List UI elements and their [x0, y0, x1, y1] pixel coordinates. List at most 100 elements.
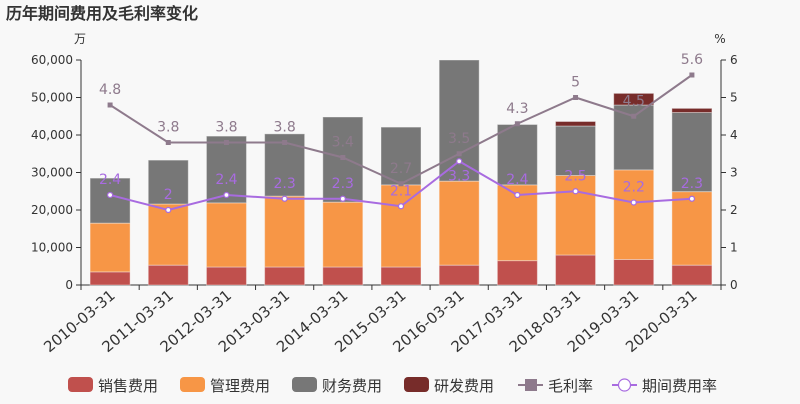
data-label: 4.5	[623, 93, 645, 109]
bar-管理费用	[322, 201, 364, 268]
legend-label: 毛利率	[548, 377, 593, 395]
marker-期间费用率	[165, 206, 172, 214]
marker-毛利率	[456, 151, 462, 157]
bar-财务费用	[555, 125, 597, 176]
bar-销售费用	[322, 266, 364, 286]
left-tick-label: 10,000	[31, 241, 73, 255]
data-label: 3.3	[448, 168, 470, 184]
bar-管理费用	[89, 222, 131, 273]
right-tick-label: 0	[730, 278, 738, 292]
marker-毛利率	[223, 140, 229, 145]
marker-毛利率	[631, 113, 637, 119]
marker-期间费用率	[456, 158, 463, 165]
legend-swatch	[404, 377, 429, 392]
legend-item-毛利率[interactable]: 毛利率	[518, 377, 593, 395]
data-label: 2.7	[390, 161, 412, 177]
left-tick-label: 20,000	[31, 203, 73, 217]
marker-毛利率	[573, 95, 579, 100]
bar-财务费用	[671, 112, 713, 193]
bar-销售费用	[147, 264, 189, 286]
data-label: 3.5	[448, 131, 470, 147]
left-tick-label: 50,000	[31, 91, 73, 105]
data-label: 2.4	[215, 172, 237, 188]
left-tick-label: 60,000	[31, 53, 73, 67]
bar-财务费用	[380, 126, 422, 186]
bar-研发费用	[555, 121, 597, 127]
bar-管理费用	[264, 195, 306, 268]
bar-销售费用	[89, 271, 131, 286]
right-tick-label: 5	[730, 91, 738, 105]
right-tick-label: 3	[730, 166, 738, 180]
data-label: 2.3	[332, 176, 354, 192]
data-label: 4.3	[506, 101, 528, 117]
data-label: 3.4	[332, 135, 354, 151]
data-label: 2.5	[564, 168, 586, 184]
legend-label: 财务费用	[322, 377, 382, 395]
bar-研发费用	[671, 107, 713, 113]
bar-研发费用	[613, 92, 655, 106]
legend-swatch	[180, 377, 205, 392]
right-tick-label: 4	[730, 128, 738, 142]
bar-销售费用	[671, 264, 713, 286]
marker-期间费用率	[397, 203, 405, 210]
data-label: 5.6	[681, 52, 703, 68]
data-label: 2	[164, 187, 173, 203]
chart-title: 历年期间费用及毛利率变化	[6, 4, 198, 23]
marker-期间费用率	[630, 199, 637, 206]
legend-item-期间费用率[interactable]: 期间费用率	[612, 377, 717, 395]
left-unit: 万	[74, 32, 86, 46]
bar-销售费用	[264, 266, 306, 286]
marker-期间费用率	[572, 188, 579, 195]
data-label: 5	[571, 75, 580, 91]
right-unit: %	[714, 32, 725, 46]
legend-swatch	[68, 377, 93, 392]
marker-毛利率	[398, 181, 404, 187]
legend-item-研发费用[interactable]: 研发费用	[404, 377, 494, 395]
bar-管理费用	[555, 175, 597, 256]
marker-毛利率	[165, 140, 171, 145]
marker-毛利率	[282, 140, 288, 145]
data-label: 2.3	[274, 176, 296, 192]
marker-毛利率	[107, 102, 113, 108]
bar-销售费用	[496, 260, 538, 286]
marker-毛利率	[514, 121, 520, 127]
bar-销售费用	[613, 259, 655, 286]
bar-销售费用	[205, 266, 247, 286]
legend-label: 管理费用	[210, 377, 270, 395]
bar-销售费用	[438, 264, 480, 286]
left-tick-label: 0	[65, 278, 73, 292]
marker-期间费用率	[106, 191, 114, 199]
bar-管理费用	[147, 203, 189, 266]
marker-毛利率	[689, 72, 695, 78]
data-label: 2.2	[623, 180, 645, 196]
legend-swatch	[292, 377, 317, 392]
data-label: 2.4	[506, 172, 528, 188]
left-tick-label: 40,000	[31, 128, 73, 142]
left-tick-label: 30,000	[31, 166, 73, 180]
legend-label: 研发费用	[434, 377, 494, 395]
marker-期间费用率	[223, 191, 230, 199]
data-label: 4.8	[99, 82, 121, 98]
bar-销售费用	[555, 254, 597, 286]
legend-label: 销售费用	[98, 377, 158, 395]
data-label: 2.3	[681, 176, 703, 192]
marker-期间费用率	[281, 195, 288, 202]
legend-marker	[525, 379, 537, 391]
right-tick-label: 6	[730, 53, 738, 67]
bar-财务费用	[89, 177, 131, 224]
right-tick-label: 2	[730, 203, 738, 217]
data-label: 3.8	[215, 120, 237, 136]
data-label: 3.8	[274, 120, 296, 136]
bar-财务费用	[496, 124, 538, 186]
bar-管理费用	[205, 202, 247, 268]
legend-item-管理费用[interactable]: 管理费用	[180, 377, 270, 395]
marker-期间费用率	[514, 191, 521, 199]
legend-item-财务费用[interactable]: 财务费用	[292, 377, 382, 395]
marker-期间费用率	[688, 195, 696, 202]
legend-item-销售费用[interactable]: 销售费用	[68, 377, 158, 395]
marker-毛利率	[340, 155, 346, 160]
marker-期间费用率	[339, 195, 346, 202]
bar-管理费用	[671, 191, 713, 266]
data-label: 3.8	[157, 120, 179, 136]
